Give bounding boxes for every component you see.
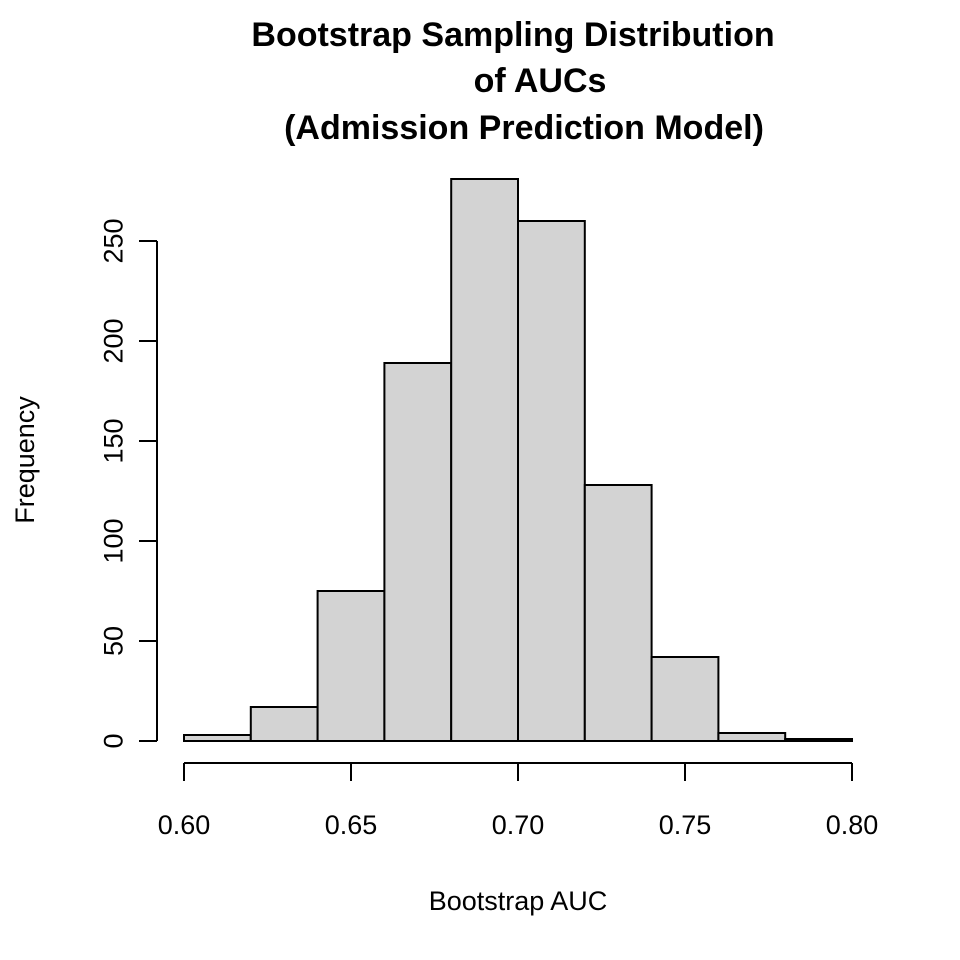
x-axis: 0.60 0.65 0.70 0.75 0.80: [158, 762, 879, 840]
chart-title-line-1: Bootstrap Sampling Distribution: [251, 16, 774, 54]
y-axis: 0 50 100 150 200 250: [98, 218, 158, 749]
x-axis-tick-label: 0.75: [659, 810, 712, 840]
histogram-bar: [784, 738, 854, 742]
x-axis-tick-label: 0.65: [325, 810, 378, 840]
chart-title-line-2: of AUCs: [474, 62, 607, 100]
chart-title-line-3: (Admission Prediction Model): [284, 109, 764, 147]
histogram-bar: [316, 590, 386, 742]
x-axis-tick-label: 0.70: [492, 810, 545, 840]
y-axis-tick-label: 250: [98, 218, 128, 263]
histogram-bars: [183, 178, 854, 742]
histogram-bar: [583, 484, 653, 742]
chart-title: Bootstrap Sampling Distribution of AUCs …: [251, 16, 774, 147]
histogram-bar: [517, 220, 586, 742]
y-axis-tick-label: 200: [98, 318, 128, 363]
histogram-bar: [183, 734, 252, 742]
y-axis-tick-label: 50: [98, 626, 128, 656]
x-axis-tick-label: 0.80: [826, 810, 879, 840]
histogram-bar: [650, 656, 720, 742]
histogram-bar: [717, 732, 787, 742]
x-axis-label: Bootstrap AUC: [429, 886, 608, 916]
y-axis-tick-label: 0: [98, 733, 128, 748]
y-axis-tick-label: 100: [98, 518, 128, 563]
x-axis-tick-label: 0.60: [158, 810, 211, 840]
y-axis-tick-label: 150: [98, 418, 128, 463]
histogram-bar: [383, 362, 453, 742]
histogram-bar: [249, 706, 319, 742]
y-axis-label: Frequency: [10, 396, 40, 524]
histogram-bar: [450, 178, 520, 742]
